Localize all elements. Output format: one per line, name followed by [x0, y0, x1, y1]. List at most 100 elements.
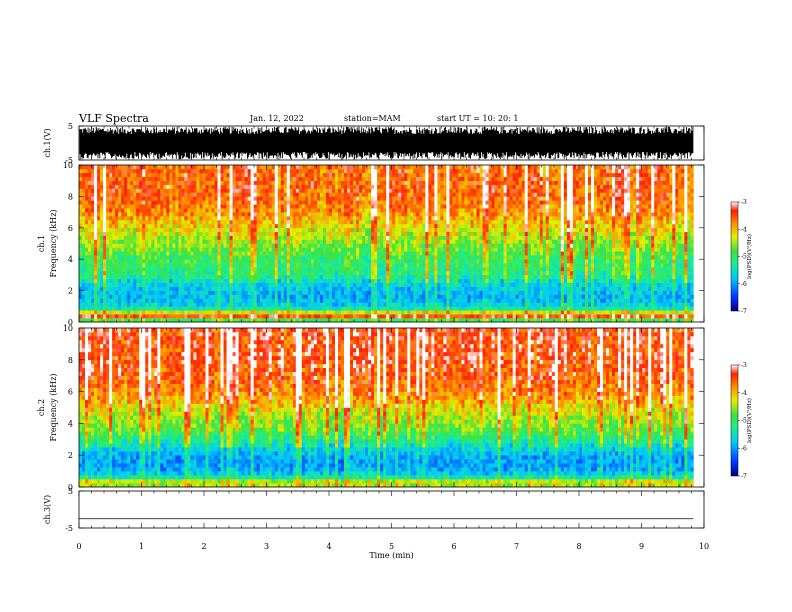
- spectrogram-cell: [284, 196, 287, 200]
- spectrogram-cell: [106, 306, 109, 310]
- spectrogram-cell: [187, 165, 190, 169]
- spectrogram-cell: [215, 295, 218, 299]
- spectrogram-cell: [160, 224, 163, 228]
- spectrogram-cell: [136, 251, 139, 255]
- spectrogram-cell: [115, 216, 118, 220]
- spectrogram-cell: [290, 295, 293, 299]
- spectrogram-cell: [248, 255, 251, 259]
- spectrogram-cell: [160, 255, 163, 259]
- spectrogram-cell: [91, 251, 94, 255]
- spectrogram-cell: [166, 216, 169, 220]
- spectrogram-cell: [196, 287, 199, 291]
- spectrogram-cell: [212, 169, 215, 173]
- spectrogram-cell: [142, 192, 145, 196]
- spectrogram-cell: [109, 247, 112, 251]
- spectrogram-cell: [193, 220, 196, 224]
- spectrogram-cell: [281, 275, 284, 279]
- spectrogram-cell: [245, 263, 248, 267]
- spectrogram-cell: [118, 216, 121, 220]
- spectrogram-cell: [91, 240, 94, 244]
- spectrogram-cell: [142, 255, 145, 259]
- spectrogram-cell: [118, 165, 121, 169]
- spectrogram-cell: [296, 216, 299, 220]
- spectrogram-cell: [133, 267, 136, 271]
- spectrogram-cell: [224, 165, 227, 169]
- spectrogram-cell: [296, 287, 299, 291]
- spectrogram-cell: [82, 165, 85, 169]
- spectrogram-cell: [118, 263, 121, 267]
- spectrogram-cell: [199, 224, 202, 228]
- spectrogram-cell: [248, 259, 251, 263]
- spectrogram-cell: [257, 244, 260, 248]
- spectrogram-cell: [227, 291, 230, 295]
- spectrogram-cell: [103, 236, 106, 240]
- spectrogram-cell: [169, 306, 172, 310]
- spectrogram-cell: [299, 173, 302, 177]
- spectrogram-cell: [175, 247, 178, 251]
- spectrogram-cell: [97, 275, 100, 279]
- spectrogram-cell: [94, 212, 97, 216]
- spectrogram-cell: [299, 310, 302, 314]
- spectrogram-cell: [85, 232, 88, 236]
- spectrogram-cell: [218, 177, 221, 181]
- spectrogram-cell: [245, 310, 248, 314]
- spectrogram-cell: [166, 275, 169, 279]
- spectrogram-cell: [205, 228, 208, 232]
- spectrogram-cell: [181, 287, 184, 291]
- spectrogram-cell: [85, 228, 88, 232]
- spectrogram-cell: [124, 263, 127, 267]
- spectrogram-cell: [251, 220, 254, 224]
- spectrogram-cell: [278, 271, 281, 275]
- spectrogram-cell: [88, 181, 91, 185]
- spectrogram-cell: [269, 165, 272, 169]
- spectrogram-cell: [88, 212, 91, 216]
- spectrogram-cell: [166, 247, 169, 251]
- spectrogram-cell: [299, 196, 302, 200]
- spectrogram-cell: [302, 251, 305, 255]
- spectrogram-cell: [251, 192, 254, 196]
- spectrogram-cell: [269, 310, 272, 314]
- spectrogram-cell: [112, 291, 115, 295]
- spectrogram-cell: [169, 244, 172, 248]
- spectrogram-cell: [296, 255, 299, 259]
- spectrogram-cell: [103, 181, 106, 185]
- spectrogram-cell: [145, 298, 148, 302]
- spectrogram-cell: [136, 228, 139, 232]
- spectrogram-cell: [136, 275, 139, 279]
- spectrogram-cell: [193, 177, 196, 181]
- spectrogram-cell: [236, 275, 239, 279]
- spectrogram-cell: [166, 255, 169, 259]
- spectrogram-cell: [230, 287, 233, 291]
- spectrogram-cell: [103, 247, 106, 251]
- spectrogram-cell: [251, 236, 254, 240]
- spectrogram-cell: [278, 240, 281, 244]
- spectrogram-cell: [248, 173, 251, 177]
- spectrogram-cell: [284, 263, 287, 267]
- spectrogram-cell: [166, 267, 169, 271]
- spectrogram-cell: [296, 306, 299, 310]
- spectrogram-cell: [97, 267, 100, 271]
- spectrogram-cell: [142, 208, 145, 212]
- spectrogram-cell: [145, 275, 148, 279]
- spectrogram-cell: [85, 181, 88, 185]
- spectrogram-cell: [275, 173, 278, 177]
- spectrogram-cell: [106, 192, 109, 196]
- spectrogram-cell: [296, 283, 299, 287]
- spectrogram-cell: [148, 291, 151, 295]
- spectrogram-cell: [263, 236, 266, 240]
- spectrogram-cell: [242, 255, 245, 259]
- spectrogram-cell: [205, 295, 208, 299]
- spectrogram-cell: [190, 310, 193, 314]
- spectrogram-cell: [284, 255, 287, 259]
- spectrogram-cell: [209, 192, 212, 196]
- spectrogram-cell: [142, 177, 145, 181]
- spectrogram-cell: [97, 224, 100, 228]
- spectrogram-cell: [275, 310, 278, 314]
- spectrogram-cell: [236, 232, 239, 236]
- spectrogram-cell: [148, 271, 151, 275]
- spectrogram-cell: [115, 283, 118, 287]
- spectrogram-cell: [212, 240, 215, 244]
- spectrogram-cell: [148, 204, 151, 208]
- spectrogram-cell: [130, 295, 133, 299]
- spectrogram-cell: [166, 200, 169, 204]
